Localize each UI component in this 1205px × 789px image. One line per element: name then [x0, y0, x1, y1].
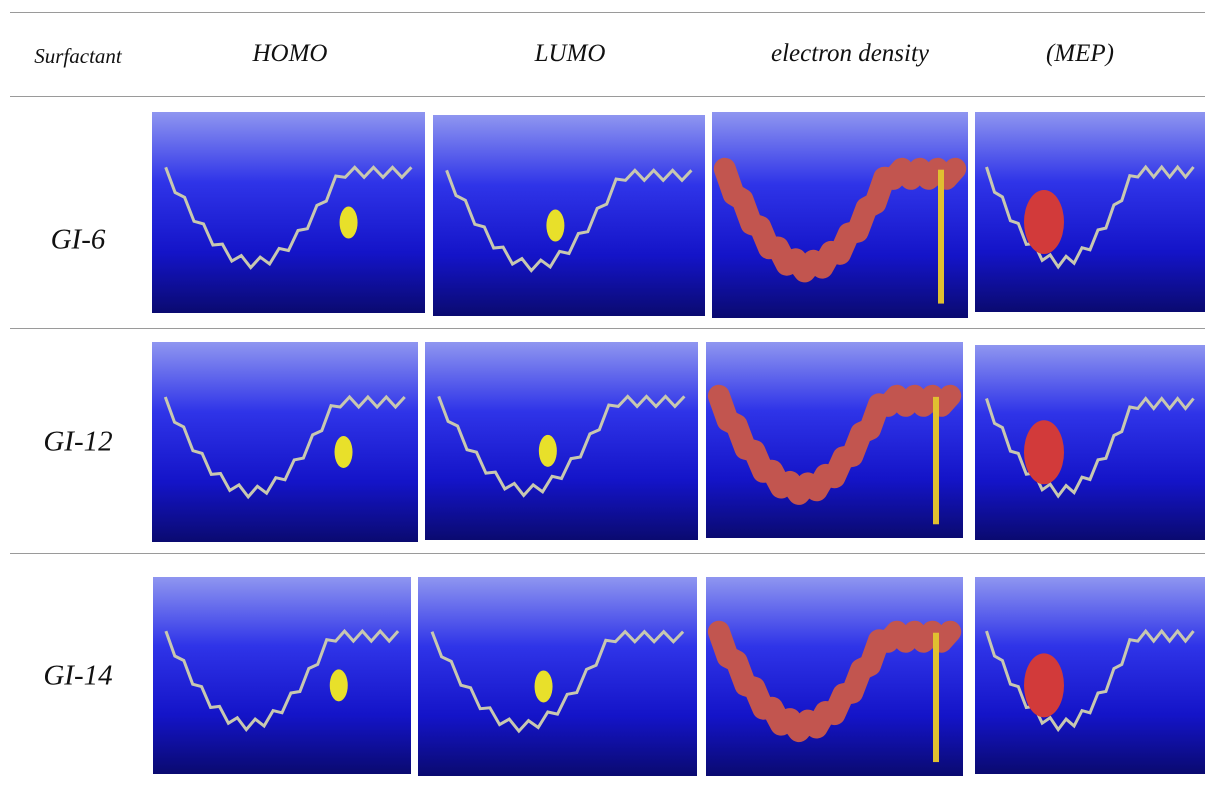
- molecule-drawing: [975, 112, 1205, 312]
- molecule-image: [153, 577, 411, 774]
- row-rule: [10, 328, 1205, 329]
- molecule-drawing: [418, 577, 697, 776]
- molecule-drawing: [975, 577, 1205, 774]
- molecule-chain: [439, 396, 685, 495]
- page: Surfactant HOMO LUMO electron density (M…: [0, 0, 1205, 789]
- molecule-chain: [166, 631, 398, 730]
- orbital-lobe: [1024, 653, 1064, 717]
- molecule-image: [975, 577, 1205, 774]
- molecule-chain: [166, 167, 412, 267]
- molecule-chain: [987, 167, 1194, 267]
- molecule-image: [975, 112, 1205, 312]
- molecule-chain: [987, 631, 1194, 730]
- molecule-image: [975, 345, 1205, 540]
- molecule-image: [712, 112, 968, 318]
- color-scale: [938, 170, 944, 304]
- molecule-drawing: [425, 342, 698, 540]
- molecule-image: [152, 112, 425, 313]
- molecule-image: [433, 115, 705, 316]
- column-header: electron density: [771, 40, 929, 68]
- orbital-lobe: [535, 670, 553, 702]
- molecule-image: [152, 342, 418, 542]
- molecule-drawing: [152, 112, 425, 313]
- orbital-lobe: [1024, 420, 1064, 484]
- molecule-drawing: [153, 577, 411, 774]
- orbital-lobe: [335, 436, 353, 468]
- color-scale: [933, 397, 939, 524]
- orbital-lobe: [546, 210, 564, 242]
- molecule-drawing: [152, 342, 418, 542]
- density-surface: [725, 169, 955, 272]
- molecule-drawing: [712, 112, 968, 318]
- column-header: LUMO: [535, 40, 606, 68]
- row-rule: [10, 553, 1205, 554]
- molecule-image: [425, 342, 698, 540]
- density-surface: [719, 396, 950, 494]
- color-scale: [933, 633, 939, 762]
- row-label: GI-14: [43, 660, 112, 693]
- orbital-lobe: [340, 207, 358, 239]
- molecule-chain: [165, 397, 404, 497]
- density-surface: [719, 632, 950, 731]
- header-rule: [10, 96, 1205, 97]
- molecule-drawing: [433, 115, 705, 316]
- top-rule: [10, 12, 1205, 13]
- column-header: HOMO: [253, 40, 328, 68]
- molecule-chain: [447, 170, 692, 270]
- molecule-chain: [432, 632, 683, 731]
- row-label: GI-12: [43, 426, 112, 459]
- molecule-drawing: [706, 342, 963, 538]
- orbital-lobe: [330, 669, 348, 701]
- row-label: GI-6: [51, 224, 106, 257]
- molecule-drawing: [706, 577, 963, 776]
- molecule-image: [706, 342, 963, 538]
- molecule-drawing: [975, 345, 1205, 540]
- column-header: Surfactant: [34, 44, 122, 69]
- molecule-chain: [987, 399, 1194, 497]
- orbital-lobe: [539, 435, 557, 467]
- molecule-image: [418, 577, 697, 776]
- column-header: (MEP): [1046, 40, 1114, 68]
- molecule-image: [706, 577, 963, 776]
- orbital-lobe: [1024, 190, 1064, 254]
